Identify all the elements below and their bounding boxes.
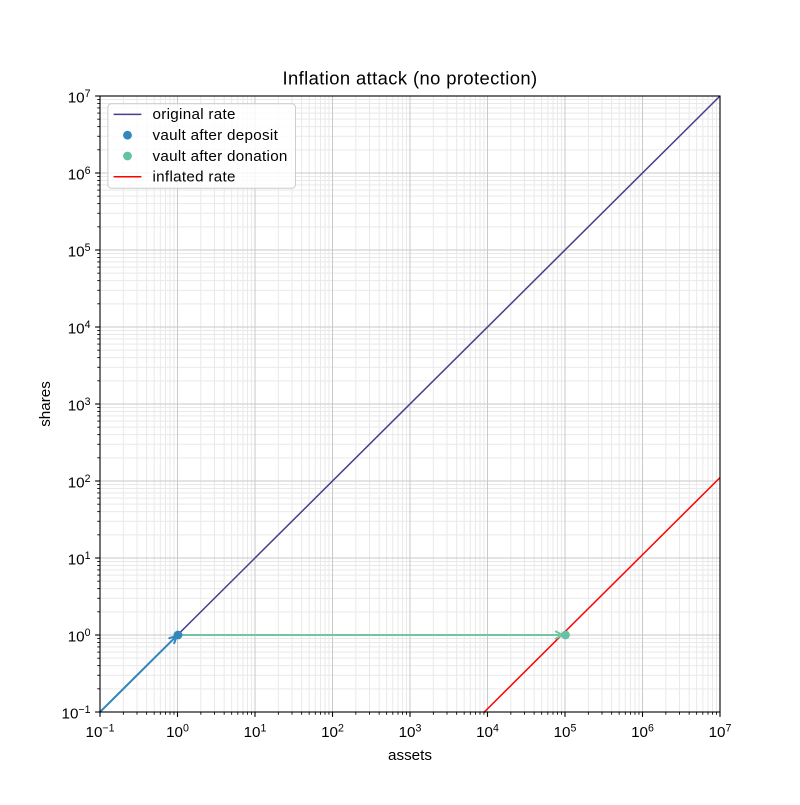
svg-text:Inflation attack (no protectio: Inflation attack (no protection) [282,68,537,89]
svg-text:original rate: original rate [153,106,236,123]
svg-text:shares: shares [37,381,54,427]
svg-text:vault after donation: vault after donation [153,148,288,165]
svg-text:assets: assets [388,747,432,764]
svg-text:inflated rate: inflated rate [153,169,236,186]
svg-text:vault after deposit: vault after deposit [153,127,279,144]
